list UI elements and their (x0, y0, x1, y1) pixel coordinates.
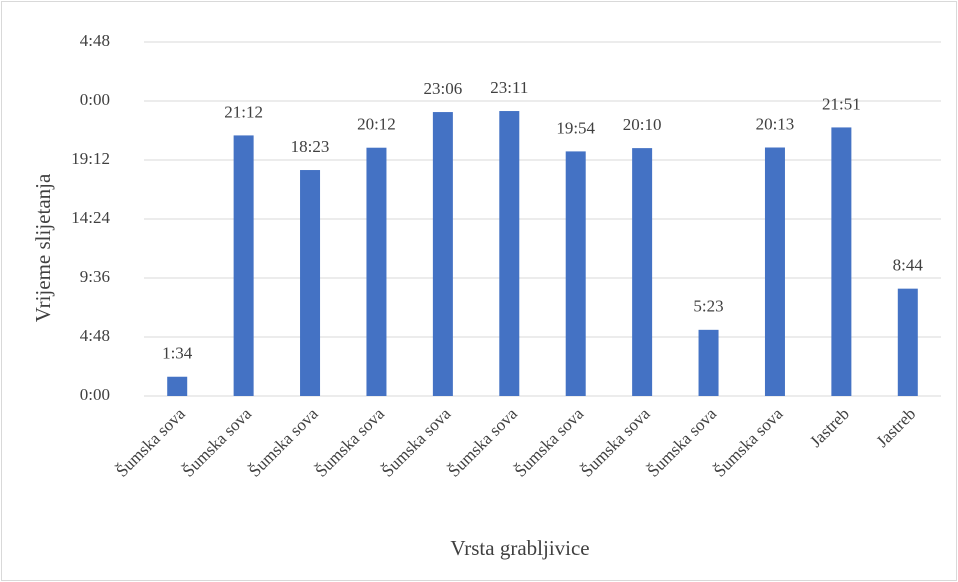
data-label: 18:23 (291, 137, 330, 156)
y-tick-label: 0:00 (80, 90, 110, 109)
y-tick-label: 14:24 (71, 208, 110, 227)
bar (565, 151, 586, 396)
bar (698, 329, 719, 396)
data-label: 1:34 (162, 344, 193, 363)
bar (300, 170, 321, 396)
bar (432, 112, 453, 396)
data-label: 23:11 (490, 78, 528, 97)
bar (897, 288, 918, 396)
data-label: 20:12 (357, 115, 396, 134)
y-tick-label: 9:36 (80, 267, 110, 286)
data-label: 21:12 (224, 102, 263, 121)
data-label: 20:13 (756, 114, 795, 133)
data-label: 20:10 (623, 115, 662, 134)
data-label: 5:23 (693, 297, 723, 316)
y-tick-label: 4:48 (80, 326, 110, 345)
bar (499, 111, 520, 396)
x-axis-title: Vrsta grabljivice (450, 536, 589, 560)
y-tick-label: 19:12 (71, 149, 110, 168)
y-tick-label: 0:00 (80, 385, 110, 404)
bar (366, 147, 387, 396)
bar (632, 148, 653, 396)
data-label: 19:54 (556, 118, 595, 137)
bar (233, 135, 254, 396)
y-axis-title: Vrijeme slijetanja (31, 173, 55, 322)
data-label: 21:51 (822, 94, 861, 113)
y-tick-label: 4:48 (80, 31, 110, 50)
data-label: 23:06 (424, 79, 463, 98)
data-label: 8:44 (893, 256, 924, 275)
bar (167, 376, 188, 396)
bar (831, 127, 852, 396)
bar (764, 147, 785, 396)
